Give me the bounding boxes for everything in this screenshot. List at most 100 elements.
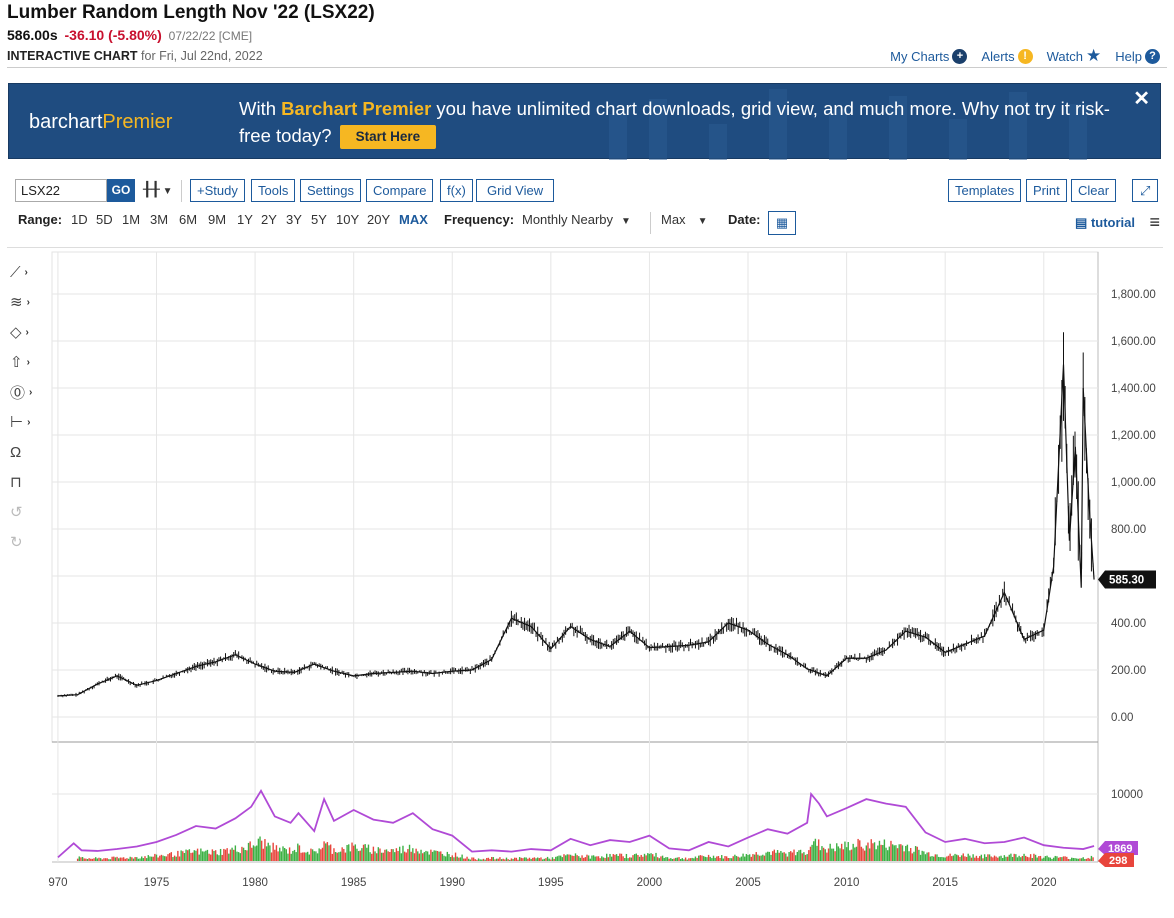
alert-icon: !: [1017, 48, 1033, 64]
x-tick-label: 2000: [637, 877, 663, 889]
chevron-down-icon: ▼: [159, 186, 173, 197]
watch-link[interactable]: Watch ★: [1047, 46, 1102, 66]
expand-icon[interactable]: ⤢: [1132, 179, 1159, 202]
price-tick-label: 200.00: [1111, 665, 1146, 677]
tools-button[interactable]: Tools: [251, 179, 296, 202]
quote-date: 07/22/22 [CME]: [168, 29, 253, 43]
print-button[interactable]: Print: [1026, 179, 1067, 202]
banner-background-bars: [609, 89, 1087, 160]
for-date: for Fri, Jul 22nd, 2022: [141, 49, 263, 63]
range-max[interactable]: MAX: [399, 212, 428, 227]
barchart-premier-logo: barchartPremier: [29, 111, 172, 134]
range-1m[interactable]: 1M: [122, 212, 141, 227]
interactive-chart-label: INTERACTIVE CHART: [7, 49, 138, 63]
x-tick-label: 1990: [439, 877, 465, 889]
open-interest-line: [57, 788, 1095, 859]
lock-icon[interactable]: ⊓: [10, 474, 22, 491]
x-tick-label: 970: [48, 877, 67, 889]
x-tick-label: 2020: [1031, 877, 1057, 889]
templates-button[interactable]: Templates: [948, 179, 1022, 202]
range-1d[interactable]: 1D: [71, 212, 88, 227]
period-dropdown[interactable]: Max ▼: [661, 212, 707, 227]
range-divider: [650, 212, 651, 234]
banner-message: With Barchart Premier you have unlimited…: [239, 95, 1129, 150]
symbol-input[interactable]: LSX22: [15, 179, 107, 202]
calendar-icon[interactable]: ▦: [768, 211, 796, 235]
range-label: Range:: [18, 212, 63, 227]
undo-icon[interactable]: ↺: [10, 504, 23, 521]
banner-msg-highlight: Barchart Premier: [281, 98, 432, 119]
date-label: Date:: [728, 212, 761, 227]
price-close-line: [57, 364, 1095, 697]
volume-tag: [1098, 853, 1134, 868]
frequency-dropdown[interactable]: Monthly Nearby ▼: [522, 212, 631, 227]
price-change: -36.10 (-5.80%): [64, 27, 162, 43]
price-tick-label: 400.00: [1111, 618, 1146, 630]
line-tool-icon[interactable]: ⟋ ›: [10, 263, 28, 281]
range-20y[interactable]: 20Y: [367, 212, 391, 227]
x-tick-label: 1975: [144, 877, 170, 889]
alerts-label: Alerts: [981, 48, 1015, 64]
range-3m[interactable]: 3M: [150, 212, 169, 227]
range-2y[interactable]: 2Y: [261, 212, 277, 227]
shape-tool-icon[interactable]: ◇ ›: [10, 324, 29, 341]
x-tick-label: 1980: [242, 877, 268, 889]
measure-tool-icon[interactable]: ⊢ ›: [10, 414, 31, 431]
price-tick-label: 1,600.00: [1111, 336, 1156, 348]
chevron-down-icon: ▼: [697, 216, 708, 227]
x-tick-label: 2010: [834, 877, 860, 889]
price-pane: [51, 251, 1099, 743]
my-charts-label: My Charts: [890, 48, 950, 64]
study-button[interactable]: +Study: [190, 179, 245, 202]
volume-tag-label: 298: [1109, 855, 1127, 867]
range-6m[interactable]: 6M: [179, 212, 198, 227]
compare-button[interactable]: Compare: [366, 179, 434, 202]
go-button[interactable]: GO: [107, 179, 135, 202]
settings-button[interactable]: Settings: [300, 179, 361, 202]
my-charts-link[interactable]: My Charts +: [890, 46, 968, 66]
tutorial-link[interactable]: ▤ tutorial: [1075, 215, 1135, 231]
x-tick-label: 2015: [932, 877, 958, 889]
clear-button[interactable]: Clear: [1071, 179, 1117, 202]
magnet-icon[interactable]: Ω: [10, 443, 22, 461]
alerts-link[interactable]: Alerts!: [981, 46, 1033, 66]
range-3y[interactable]: 3Y: [286, 212, 302, 227]
range-5y[interactable]: 5Y: [311, 212, 327, 227]
chart-type-dropdown[interactable]: ╂╂ ▼: [143, 181, 173, 198]
range-9m[interactable]: 9M: [208, 212, 227, 227]
fx-button[interactable]: f(x): [440, 179, 473, 202]
open-interest-tag: [1098, 841, 1138, 856]
fib-tool-icon[interactable]: ≋ ›: [10, 294, 30, 311]
grid-view-button[interactable]: Grid View: [476, 179, 555, 202]
banner-msg-pre: With: [239, 98, 282, 119]
arrow-tool-icon[interactable]: ⇧ ›: [10, 354, 30, 371]
top-links: My Charts + Alerts! Watch ★ Help?: [890, 46, 1160, 66]
plus-circle-icon: +: [952, 48, 968, 64]
price-tick-label: 1,400.00: [1111, 383, 1156, 395]
x-tick-label: 1985: [341, 877, 367, 889]
x-tick-label: 1995: [538, 877, 564, 889]
range-10y[interactable]: 10Y: [336, 212, 360, 227]
range-bar: Range: 1D 5D 1M 3M 6M 9M 1Y 2Y 3Y 5Y 10Y…: [18, 211, 1163, 235]
menu-icon[interactable]: ≡: [1149, 212, 1160, 232]
help-label: Help: [1115, 48, 1142, 64]
close-icon[interactable]: ✕: [1133, 88, 1150, 110]
chart-top-divider: [7, 247, 1163, 248]
price-tick-label: 800.00: [1111, 524, 1146, 536]
label-tool-icon[interactable]: ⓪ ›: [10, 384, 33, 402]
range-1y[interactable]: 1Y: [237, 212, 253, 227]
redo-icon[interactable]: ↻: [10, 534, 23, 551]
start-here-button[interactable]: Start Here: [339, 125, 437, 150]
film-icon: ▤: [1075, 215, 1088, 230]
brand-main: barchart: [29, 111, 103, 133]
price-tick-label: 1,800.00: [1111, 289, 1156, 301]
chart-toolbar: LSX22 GO ╂╂ ▼ +Study Tools Settings Comp…: [15, 179, 1163, 203]
range-5d[interactable]: 5D: [96, 212, 113, 227]
price-tick-label: 1,200.00: [1111, 430, 1156, 442]
candlestick-icon: ╂╂: [143, 181, 160, 197]
open-interest-tag-label: 1869: [1108, 843, 1132, 855]
chevron-down-icon: ▼: [621, 216, 631, 227]
help-link[interactable]: Help?: [1115, 46, 1160, 66]
quote-line: 586.00s -36.10 (-5.80%) 07/22/22 [CME]: [7, 27, 252, 43]
